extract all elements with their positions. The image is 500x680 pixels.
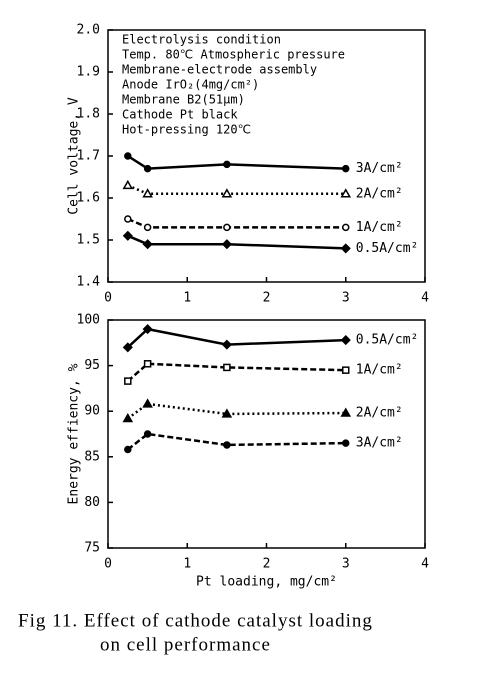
y-tick-label: 2.0	[77, 23, 100, 38]
marker	[223, 363, 231, 372]
x-tick-label: 3	[342, 557, 350, 572]
y-tick-label: 1.8	[77, 107, 100, 122]
series-label: 3A/cm²	[356, 161, 403, 176]
x-axis-label: Pt loading, mg/cm²	[196, 575, 337, 590]
marker	[122, 412, 134, 423]
marker	[221, 408, 233, 418]
marker	[340, 407, 352, 417]
caption: Fig 11. Effect of cathode catalyst loadi…	[18, 610, 373, 631]
y-tick-label: 95	[84, 358, 100, 373]
y-axis-label: Energy effiency, %	[67, 363, 82, 504]
marker	[122, 230, 133, 241]
y-tick-label: 1.5	[77, 233, 100, 248]
annotation: Hot-pressing 120℃	[122, 123, 251, 137]
marker	[122, 179, 134, 190]
series-line	[127, 402, 346, 420]
series-line	[127, 154, 346, 170]
y-tick-label: 75	[84, 541, 100, 556]
marker	[223, 441, 231, 449]
marker	[142, 188, 153, 198]
marker	[342, 223, 350, 232]
series-label: 2A/cm²	[356, 186, 403, 201]
marker	[122, 342, 133, 353]
x-tick-label: 0	[104, 291, 112, 306]
marker	[143, 360, 152, 368]
marker	[221, 188, 233, 198]
marker	[340, 243, 351, 254]
y-tick-label: 90	[84, 404, 100, 419]
y-tick-label: 1.4	[77, 275, 101, 290]
annotation: Membrane B2(51μm)	[122, 93, 245, 107]
y-tick-label: 1.6	[77, 191, 100, 206]
series-label: 1A/cm²	[356, 363, 403, 378]
y-axis-label: Cell voltage, V	[67, 97, 82, 215]
y-tick-label: 80	[84, 495, 100, 510]
marker	[143, 430, 152, 438]
series-label: 3A/cm²	[356, 436, 403, 451]
marker	[342, 439, 350, 447]
annotation: Cathode Pt black	[122, 108, 238, 122]
x-tick-label: 4	[421, 557, 429, 572]
plot-frame	[107, 319, 426, 549]
y-tick-label: 1.7	[77, 149, 100, 164]
annotation: Membrane-electrode assembly	[122, 63, 317, 77]
y-tick-label: 1.9	[77, 65, 100, 80]
series-label: 0.5A/cm²	[356, 333, 419, 348]
annotation: Temp. 80℃ Atmospheric pressure	[122, 48, 345, 62]
series-line	[127, 184, 346, 196]
marker	[142, 398, 153, 408]
marker	[143, 164, 152, 173]
x-tick-label: 0	[104, 557, 112, 572]
marker	[340, 188, 352, 198]
x-tick-label: 2	[263, 291, 271, 306]
series-line	[126, 327, 346, 349]
series-line	[126, 362, 346, 383]
caption: on cell performance	[100, 634, 271, 655]
marker	[221, 239, 232, 250]
y-tick-label: 85	[84, 449, 100, 464]
x-tick-label: 2	[263, 557, 271, 572]
marker	[124, 215, 132, 223]
y-tick-label: 100	[77, 313, 100, 328]
series-label: 0.5A/cm²	[356, 241, 419, 256]
marker	[221, 339, 232, 350]
annotation: Anode IrO₂(4mg/cm²)	[122, 78, 259, 92]
series-line	[127, 432, 346, 451]
x-tick-label: 3	[342, 291, 350, 306]
marker	[124, 377, 132, 385]
marker	[142, 324, 153, 335]
marker	[342, 164, 350, 173]
x-tick-label: 1	[183, 557, 191, 572]
marker	[142, 239, 153, 250]
marker	[340, 335, 351, 346]
series-label: 1A/cm²	[356, 220, 403, 235]
series-label: 2A/cm²	[356, 406, 403, 421]
marker	[223, 223, 231, 232]
series-line	[127, 217, 346, 229]
marker	[223, 160, 231, 169]
series-line	[127, 234, 346, 250]
x-tick-label: 4	[421, 291, 429, 306]
x-tick-label: 1	[183, 291, 191, 306]
marker	[143, 223, 152, 232]
marker	[124, 152, 132, 160]
marker	[342, 366, 350, 374]
marker	[124, 445, 132, 454]
annotation: Electrolysis condition	[122, 33, 281, 47]
